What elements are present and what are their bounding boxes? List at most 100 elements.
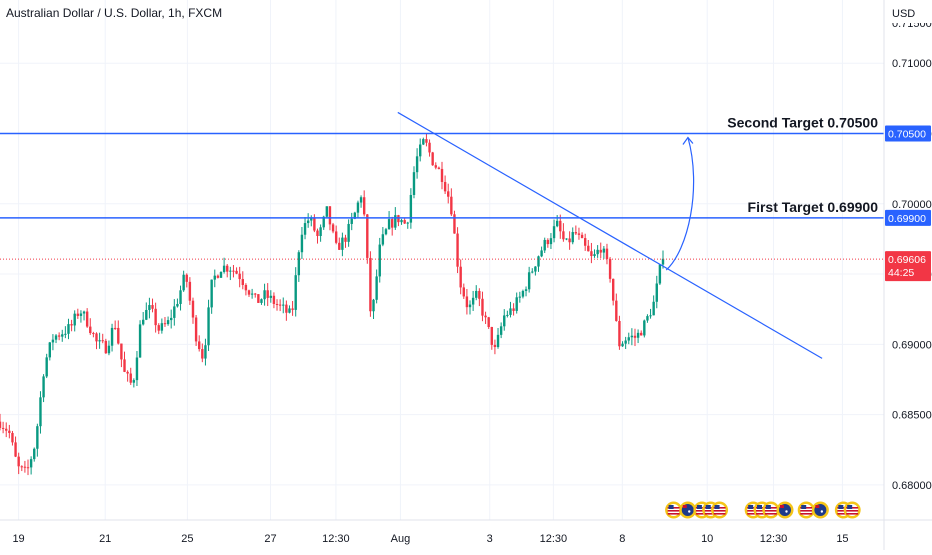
candle[interactable] — [272, 292, 276, 309]
candle[interactable] — [285, 300, 288, 321]
candle[interactable] — [565, 238, 568, 241]
candle[interactable] — [590, 242, 593, 264]
candle[interactable] — [54, 334, 58, 344]
candle[interactable] — [26, 459, 30, 476]
candle[interactable] — [443, 175, 447, 195]
candle[interactable] — [524, 286, 528, 297]
candle[interactable] — [67, 318, 70, 340]
candle[interactable] — [640, 330, 643, 336]
candle[interactable] — [132, 378, 136, 388]
candle[interactable] — [415, 148, 419, 179]
candle[interactable] — [611, 278, 615, 306]
candle[interactable] — [481, 291, 484, 322]
candle[interactable] — [366, 213, 369, 264]
candle[interactable] — [397, 214, 400, 227]
candle[interactable] — [201, 343, 204, 363]
candle[interactable] — [17, 452, 20, 475]
candle[interactable] — [135, 351, 139, 387]
candle[interactable] — [275, 299, 279, 311]
projection-arrow[interactable] — [665, 137, 695, 271]
candle[interactable] — [347, 219, 350, 247]
candle[interactable] — [462, 283, 465, 299]
candle[interactable] — [145, 302, 148, 321]
candle[interactable] — [101, 333, 104, 344]
candle[interactable] — [110, 323, 114, 352]
candle[interactable] — [303, 217, 307, 240]
candle[interactable] — [113, 320, 117, 330]
candle[interactable] — [456, 227, 459, 274]
candle[interactable] — [157, 323, 160, 335]
candle[interactable] — [431, 151, 434, 166]
candle[interactable] — [540, 246, 543, 258]
candle[interactable] — [85, 308, 89, 328]
drawings[interactable]: Second Target 0.70500 First Target 0.6990… — [0, 111, 884, 359]
candle[interactable] — [636, 329, 640, 344]
candle[interactable] — [282, 297, 285, 314]
candle[interactable] — [390, 216, 394, 236]
candle[interactable] — [176, 298, 179, 308]
candle[interactable] — [141, 312, 145, 326]
au-flag-icon[interactable] — [776, 501, 794, 519]
candle[interactable] — [562, 223, 565, 242]
candle[interactable] — [434, 162, 437, 170]
candle[interactable] — [503, 309, 506, 331]
candle[interactable] — [487, 316, 490, 329]
candle[interactable] — [509, 301, 512, 318]
candle[interactable] — [263, 283, 266, 306]
candle[interactable] — [334, 225, 338, 245]
candle[interactable] — [294, 267, 297, 317]
candle[interactable] — [378, 237, 381, 283]
candle[interactable] — [518, 291, 522, 303]
candle[interactable] — [123, 351, 126, 373]
candle[interactable] — [549, 233, 553, 249]
candle[interactable] — [219, 271, 223, 278]
us-flag-icon[interactable] — [665, 501, 683, 519]
candle[interactable] — [98, 332, 101, 349]
candle[interactable] — [194, 314, 198, 346]
candle[interactable] — [169, 309, 173, 329]
candle[interactable] — [11, 430, 14, 446]
candle[interactable] — [45, 353, 48, 379]
candle[interactable] — [20, 465, 23, 472]
candle[interactable] — [369, 251, 372, 317]
candle[interactable] — [226, 263, 229, 278]
candle[interactable] — [493, 339, 497, 355]
candle[interactable] — [300, 227, 304, 259]
candle[interactable] — [229, 266, 232, 281]
candle[interactable] — [475, 285, 478, 301]
candle[interactable] — [117, 320, 120, 345]
candle[interactable] — [48, 341, 52, 361]
candle[interactable] — [191, 297, 195, 324]
candle[interactable] — [537, 255, 540, 272]
candle[interactable] — [148, 297, 151, 319]
candle[interactable] — [587, 239, 590, 252]
candle[interactable] — [204, 338, 207, 366]
candle[interactable] — [173, 299, 176, 326]
target-label[interactable]: Second Target 0.70500 — [727, 115, 878, 131]
candle[interactable] — [8, 424, 11, 439]
candle[interactable] — [478, 288, 481, 307]
candle[interactable] — [534, 266, 537, 276]
candle[interactable] — [70, 319, 73, 332]
candle[interactable] — [260, 298, 263, 305]
candle[interactable] — [593, 249, 596, 258]
economic-events[interactable] — [665, 501, 861, 519]
candle[interactable] — [61, 329, 64, 342]
candle[interactable] — [375, 269, 378, 304]
candle[interactable] — [235, 267, 238, 275]
candle[interactable] — [621, 341, 624, 347]
candle[interactable] — [325, 206, 329, 218]
candle[interactable] — [306, 213, 310, 228]
candle[interactable] — [646, 314, 649, 323]
candle[interactable] — [512, 303, 515, 316]
candle[interactable] — [599, 242, 602, 259]
candle[interactable] — [241, 271, 244, 290]
us-flag-icon[interactable] — [711, 501, 729, 519]
candle[interactable] — [338, 237, 341, 250]
candle[interactable] — [210, 279, 213, 314]
candle[interactable] — [107, 340, 111, 356]
candle[interactable] — [331, 222, 335, 234]
candle[interactable] — [1, 421, 5, 434]
candle[interactable] — [453, 210, 456, 234]
candle[interactable] — [288, 305, 291, 314]
